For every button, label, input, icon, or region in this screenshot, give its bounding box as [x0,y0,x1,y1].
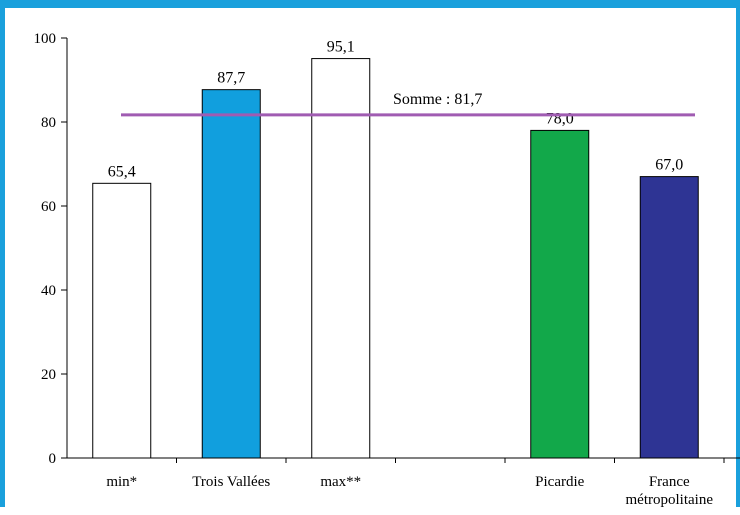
y-tick-label: 80 [41,115,56,131]
bar-value-label: 87,7 [217,70,245,87]
bar [530,129,590,459]
bar [311,58,371,459]
bar-value-label: 95,1 [327,39,355,56]
bar [639,176,699,459]
bar-chart: 0 20 40 60 80 100 65,4 min* 87,7 Trois Vallées 95,… [34,31,740,508]
x-category-label: min* [106,474,137,490]
y-tick-label: 100 [34,31,57,47]
y-tick-label: 0 [49,451,57,467]
x-category-label: Trois Vallées [192,474,270,490]
x-category-label: métropolitaine [626,492,714,508]
reference-line-label: Somme : 81,7 [393,91,482,108]
y-tick-label: 40 [41,283,56,299]
x-category-label: France [649,474,690,490]
bar [201,89,261,459]
x-category-label: Picardie [535,474,584,490]
bar-value-label: 65,4 [108,163,136,180]
bar-value-label: 67,0 [655,157,683,174]
bar-value-label: 78,0 [546,110,574,127]
y-tick-label: 60 [41,199,56,215]
bar [92,182,152,459]
x-category-label: max** [320,474,361,490]
y-tick-label: 20 [41,367,56,383]
